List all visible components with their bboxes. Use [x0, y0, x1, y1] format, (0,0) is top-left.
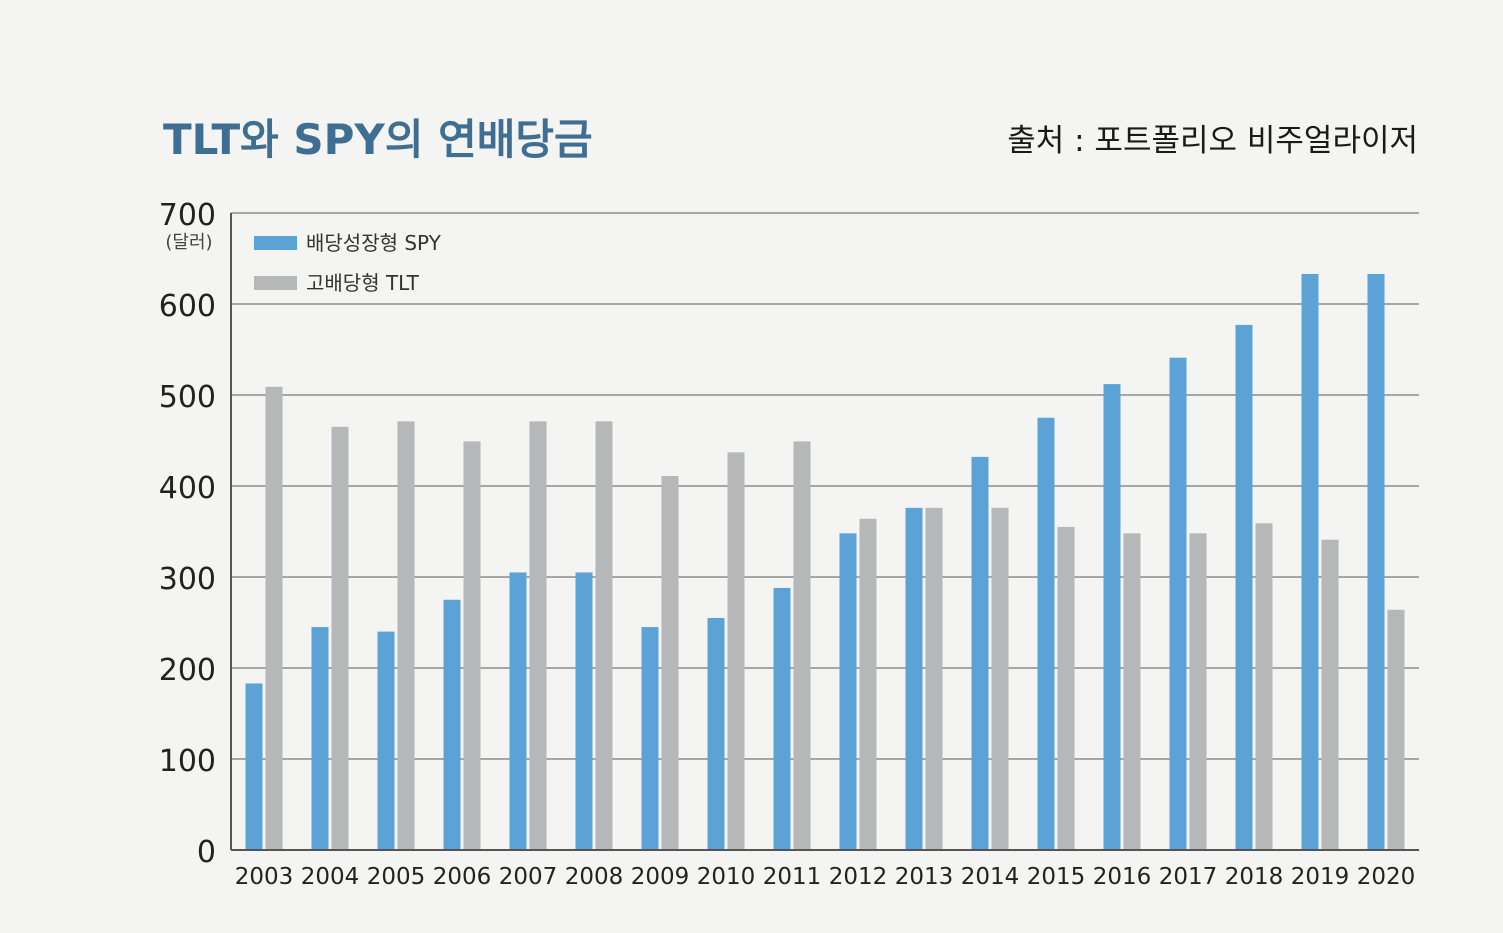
bar-tlt-2019 [1321, 539, 1339, 850]
x-tick-label: 2017 [1159, 864, 1218, 890]
bar-spy-2006 [443, 599, 461, 850]
bar-spy-2003 [245, 683, 263, 850]
bar-spy-2013 [905, 507, 923, 850]
bar-tlt-2018 [1255, 523, 1273, 850]
x-axis-ticks: 2003 2004 2005 2006 2007 2008 2009 2010 2011 2012… [235, 864, 1416, 890]
bar-spy-2007 [509, 572, 527, 850]
bars [245, 273, 1405, 851]
bar-spy-2012 [839, 533, 857, 850]
bar-tlt-2013 [925, 507, 943, 850]
bar-tlt-2017 [1189, 533, 1207, 850]
x-tick-label: 2019 [1291, 864, 1350, 890]
bar-tlt-2006 [463, 441, 481, 850]
bar-spy-2008 [575, 572, 593, 850]
bar-tlt-2012 [859, 518, 877, 850]
legend: 배당성장형 SPY 고배당형 TLT [254, 231, 442, 295]
y-tick-label: 200 [159, 653, 216, 688]
bar-tlt-2008 [595, 421, 613, 850]
x-tick-label: 2009 [631, 864, 690, 890]
bar-tlt-2014 [991, 507, 1009, 850]
x-tick-label: 2008 [565, 864, 624, 890]
x-tick-label: 2016 [1093, 864, 1152, 890]
bar-spy-2015 [1037, 417, 1055, 850]
bar-tlt-2015 [1057, 526, 1075, 850]
bar-spy-2019 [1301, 273, 1319, 851]
bar-spy-2009 [641, 627, 659, 850]
bar-spy-2011 [773, 587, 791, 850]
x-tick-label: 2015 [1027, 864, 1086, 890]
x-tick-label: 2005 [367, 864, 426, 890]
bar-tlt-2020 [1387, 609, 1405, 850]
x-tick-label: 2004 [301, 864, 360, 890]
x-tick-label: 2007 [499, 864, 558, 890]
bar-spy-2014 [971, 456, 989, 850]
y-tick-label: 0 [197, 835, 216, 870]
gridlines [231, 212, 1419, 760]
x-tick-label: 2003 [235, 864, 294, 890]
legend-label: 고배당형 TLT [306, 271, 420, 295]
bar-spy-2005 [377, 631, 395, 850]
legend-swatch [254, 236, 297, 250]
y-tick-label: 400 [159, 471, 216, 506]
bar-spy-2018 [1235, 324, 1253, 850]
bar-spy-2004 [311, 627, 329, 850]
y-tick-label: 300 [159, 562, 216, 597]
x-tick-label: 2010 [697, 864, 756, 890]
bar-tlt-2005 [397, 421, 415, 850]
x-tick-label: 2020 [1357, 864, 1416, 890]
bar-spy-2017 [1169, 357, 1187, 850]
x-tick-label: 2006 [433, 864, 492, 890]
bar-tlt-2016 [1123, 533, 1141, 850]
x-tick-label: 2014 [961, 864, 1020, 890]
bar-spy-2020 [1367, 273, 1385, 851]
y-axis-unit-label: (달러) [165, 232, 212, 253]
x-tick-label: 2013 [895, 864, 954, 890]
bar-spy-2016 [1103, 384, 1121, 850]
y-tick-label: 100 [159, 744, 216, 779]
y-tick-label: 700 [159, 198, 216, 233]
y-axis-ticks: 0 100 200 300 400 500 600 700 [159, 198, 216, 870]
y-tick-label: 500 [159, 380, 216, 415]
y-tick-label: 600 [159, 289, 216, 324]
x-tick-label: 2011 [763, 864, 822, 890]
legend-label: 배당성장형 SPY [306, 231, 442, 255]
bar-tlt-2009 [661, 475, 679, 850]
chart-title: TLT와 SPY의 연배당금 [163, 115, 593, 164]
bar-tlt-2003 [265, 386, 283, 850]
legend-swatch [254, 276, 297, 290]
bar-tlt-2010 [727, 452, 745, 850]
bar-tlt-2011 [793, 441, 811, 850]
bar-tlt-2004 [331, 426, 349, 850]
chart-source: 출처 : 포트폴리오 비주얼라이저 [1007, 123, 1418, 159]
x-tick-label: 2012 [829, 864, 888, 890]
x-tick-label: 2018 [1225, 864, 1284, 890]
bar-spy-2010 [707, 617, 725, 850]
bar-tlt-2007 [529, 421, 547, 850]
